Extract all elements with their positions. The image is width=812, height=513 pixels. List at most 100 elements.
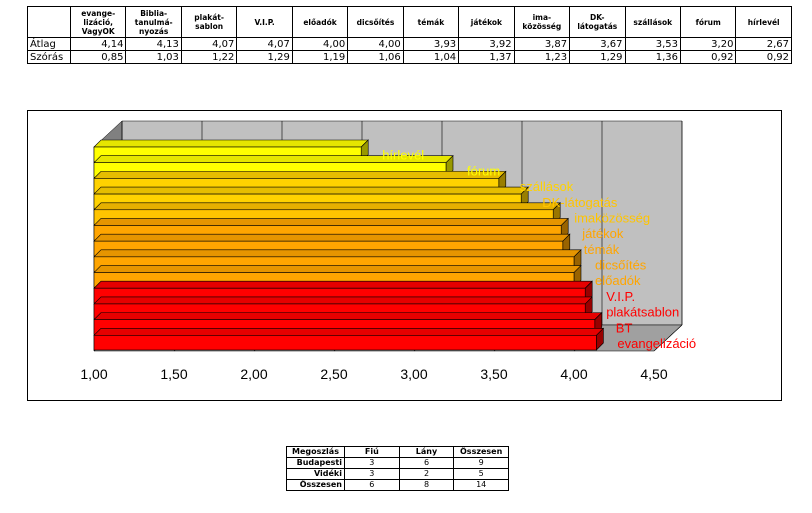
stats-cell: 3,92 [458, 37, 515, 51]
bar-top-face [93, 296, 593, 305]
distribution-row: Összesen 6 8 14 [286, 479, 509, 491]
stats-cell: 3,20 [679, 37, 737, 51]
bar-label: imaközösség [574, 210, 650, 225]
distribution-row: Vidéki 3 2 5 [286, 468, 509, 480]
chart-canvas: hírlevél fórum szállásokDK-látogatásimaköz… [80, 120, 696, 382]
distribution-header-row: Megoszlás Fiú Lány Összesen [286, 446, 509, 458]
stats-header-cell: előadók [291, 6, 349, 38]
x-tick-label: 3,50 [480, 366, 507, 382]
bar-top-face [93, 171, 507, 179]
distribution-cell: 6 [344, 479, 400, 491]
stats-header-cell: témák [402, 6, 460, 38]
stats-cell: 1,29 [569, 50, 626, 64]
stats-table: evange- lizáció, VagyOK Biblia- tanulmá- … [27, 6, 792, 64]
stats-cell: 0,85 [69, 50, 127, 64]
stats-cell: 1,37 [458, 50, 515, 64]
bar-label: előadók [595, 273, 641, 288]
stats-cell: 2,67 [735, 37, 792, 51]
distribution-cell: 8 [398, 479, 455, 491]
distribution-table: Megoszlás Fiú Lány Összesen Budapesti 3 6 9 Vidé… [286, 446, 509, 491]
stats-cell: 4,13 [125, 37, 182, 51]
bar-top-face [93, 233, 571, 242]
bar-top-face [93, 139, 369, 148]
distribution-header-cell: Összesen [453, 446, 509, 458]
distribution-row-label: Vidéki [286, 468, 345, 480]
stats-header-cell: ima- közösség [513, 6, 571, 38]
stats-header-cell: evange- lizáció, VagyOK [69, 6, 127, 38]
stats-header-cell: játékok [458, 6, 515, 38]
distribution-cell: 3 [344, 468, 400, 480]
stats-cell: 4,14 [69, 37, 127, 51]
bar-label: témák [584, 242, 620, 257]
stats-header-cell: Biblia- tanulmá- nyozás [125, 6, 182, 38]
bar-top-face [93, 312, 603, 320]
stats-header-cell: DK- látogatás [569, 6, 626, 38]
distribution-cell: 3 [344, 457, 400, 469]
distribution-cell: 9 [453, 457, 509, 469]
stats-row: Átlag 4,14 4,13 4,07 4,07 4,00 4,00 3,93 3,92 3,8… [27, 37, 792, 51]
stats-cell: 3,93 [402, 37, 460, 51]
x-tick-label: 1,00 [80, 366, 107, 382]
stats-header-cell: plakát- sablon [180, 6, 238, 38]
stats-cell: 1,36 [624, 50, 681, 64]
stats-cell: 1,22 [180, 50, 238, 64]
stats-row: Szórás 0,85 1,03 1,22 1,29 1,19 1,06 1,04 1,37 1,… [27, 50, 792, 64]
bar-label: BT [616, 320, 633, 335]
x-tick-label: 4,50 [640, 366, 667, 382]
stats-cell: 3,67 [569, 37, 626, 51]
stats-cell: 0,92 [679, 50, 737, 64]
distribution-row-label: Összesen [286, 479, 345, 491]
distribution-row-label: Budapesti [286, 457, 345, 469]
distribution-cell: 6 [398, 457, 455, 469]
stats-header-cell: dicsőítés [347, 6, 404, 38]
distribution-header-cell: Lány [398, 446, 455, 458]
distribution-cell: 2 [398, 468, 455, 480]
bar-label: dicsőítés [595, 258, 647, 273]
stats-cell: 1,03 [125, 50, 182, 64]
chart-gridline [653, 324, 683, 352]
stats-cell: 3,53 [624, 37, 681, 51]
bar-label: játékok [581, 226, 624, 241]
x-tick-label: 2,50 [320, 366, 347, 382]
stats-header-cell: fórum [679, 6, 737, 38]
bar-top-face [93, 218, 569, 226]
bar-label: V.I.P. [606, 289, 635, 304]
stats-cell: 4,07 [180, 37, 238, 51]
bar-top-face [93, 280, 593, 289]
distribution-row: Budapesti 3 6 9 [286, 457, 509, 469]
distribution-cell: 14 [453, 479, 509, 491]
distribution-header-cell: Megoszlás [286, 446, 345, 458]
bar-label: DK-látogatás [542, 195, 618, 210]
stats-cell: 4,00 [291, 37, 349, 51]
stats-cell: 0,92 [735, 50, 792, 64]
bar [93, 335, 597, 351]
x-tick-label: 1,50 [160, 366, 187, 382]
bar-label: hírlevél [382, 148, 424, 163]
stats-cell: 3,87 [513, 37, 571, 51]
stats-cell: 4,00 [347, 37, 404, 51]
bar-top-face [93, 328, 605, 336]
x-tick-label: 4,00 [560, 366, 587, 382]
stats-cell: 1,04 [402, 50, 460, 64]
bar-chart: hírlevél fórum szállások DK-látogatás imaköz… [27, 110, 782, 401]
stats-header-cell: szállások [624, 6, 681, 38]
x-tick-label: 3,00 [400, 366, 427, 382]
stats-row-label: Átlag [27, 37, 71, 51]
bar-label: szállások [520, 179, 574, 194]
bar-label: evangelizáció [617, 336, 696, 351]
stats-cell: 1,23 [513, 50, 571, 64]
stats-cell: 1,06 [347, 50, 404, 64]
stats-header-cell: V.I.P. [236, 6, 293, 38]
distribution-cell: 5 [453, 468, 509, 480]
bar-top-face [93, 249, 582, 258]
stats-cell: 1,29 [236, 50, 293, 64]
x-tick-label: 2,00 [240, 366, 267, 382]
stats-row-label: Szórás [27, 50, 71, 64]
bar-label: fórum [467, 163, 500, 178]
stats-header-cell: hírlevél [735, 6, 792, 38]
stats-header-cell [27, 6, 71, 38]
bar-top-face [93, 265, 582, 273]
stats-cell: 4,07 [236, 37, 293, 51]
stats-cell: 1,19 [291, 50, 349, 64]
distribution-header-cell: Fiú [344, 446, 400, 458]
